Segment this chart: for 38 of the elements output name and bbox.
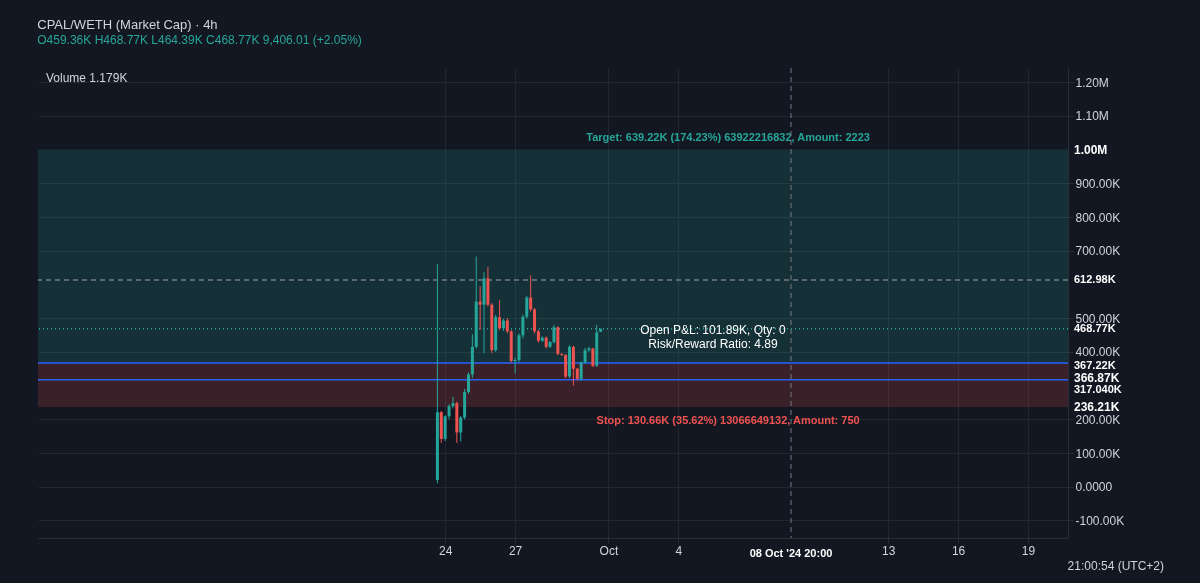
y-tick-label: 100.00K [1075,446,1121,461]
candlestick [533,307,537,334]
y-tick-label: -100.00K [1075,513,1125,528]
x-tick-label: 16 [951,543,966,558]
annotation: Open P&L: 101.89K, Qty: 0 Risk/Reward Ratio: 4.89 [640,323,787,351]
y-tick-label: 800.00K [1075,210,1121,225]
chart-title: CPAL/WETH (Market Cap) · 4h [37,16,218,32]
band-label: Target: 639.22K (174.23%) 63922216832, Amount: 2223 [586,130,870,143]
ref-line-label: 317.040K [1074,382,1122,395]
y-tick-label: 0.0000 [1075,480,1113,495]
candlestick [459,415,463,443]
text: 366.87K [1074,371,1120,385]
y-tick-label: 900.00K [1075,176,1121,191]
x-tick-label: Oct [599,543,619,558]
y-tick-label: 1.10M [1075,109,1109,124]
y-tick-label: 1.20M [1075,75,1109,90]
annotation: Volume 1.179K [46,71,128,85]
candlestick [591,347,595,368]
chart-subtitle: O459.36K H468.77K L464.39K C468.77K 9,406.01 (+2.05%) [37,32,362,47]
x-tick-label: 19 [1021,543,1036,558]
band-label: Stop: 130.66K (35.62%) 13066649132, Amount: 750 [596,414,860,427]
text: 21:00:54 (UTC+2) [1067,559,1164,573]
ref-line-label: 612.98K [1074,273,1116,286]
candlestick [529,274,533,312]
candlestick [478,285,482,331]
x-tick-label: 27 [508,543,523,558]
y-tick-label: 400.00K [1075,345,1121,360]
ref-line-label: 08 Oct '24 20:00 [749,547,833,559]
y-tick-label: 200.00K [1075,412,1121,427]
candlestick [466,371,470,395]
ref-line-label: 367.22K [1074,358,1116,371]
candlestick [564,353,568,379]
x-tick-label: 13 [881,543,896,558]
x-tick-label: 24 [438,543,453,558]
text: 236.21K [1074,400,1120,414]
text: 1.00M [1074,143,1108,157]
y-tick-label: 700.00K [1075,244,1121,259]
x-tick-label: 4 [675,543,683,558]
